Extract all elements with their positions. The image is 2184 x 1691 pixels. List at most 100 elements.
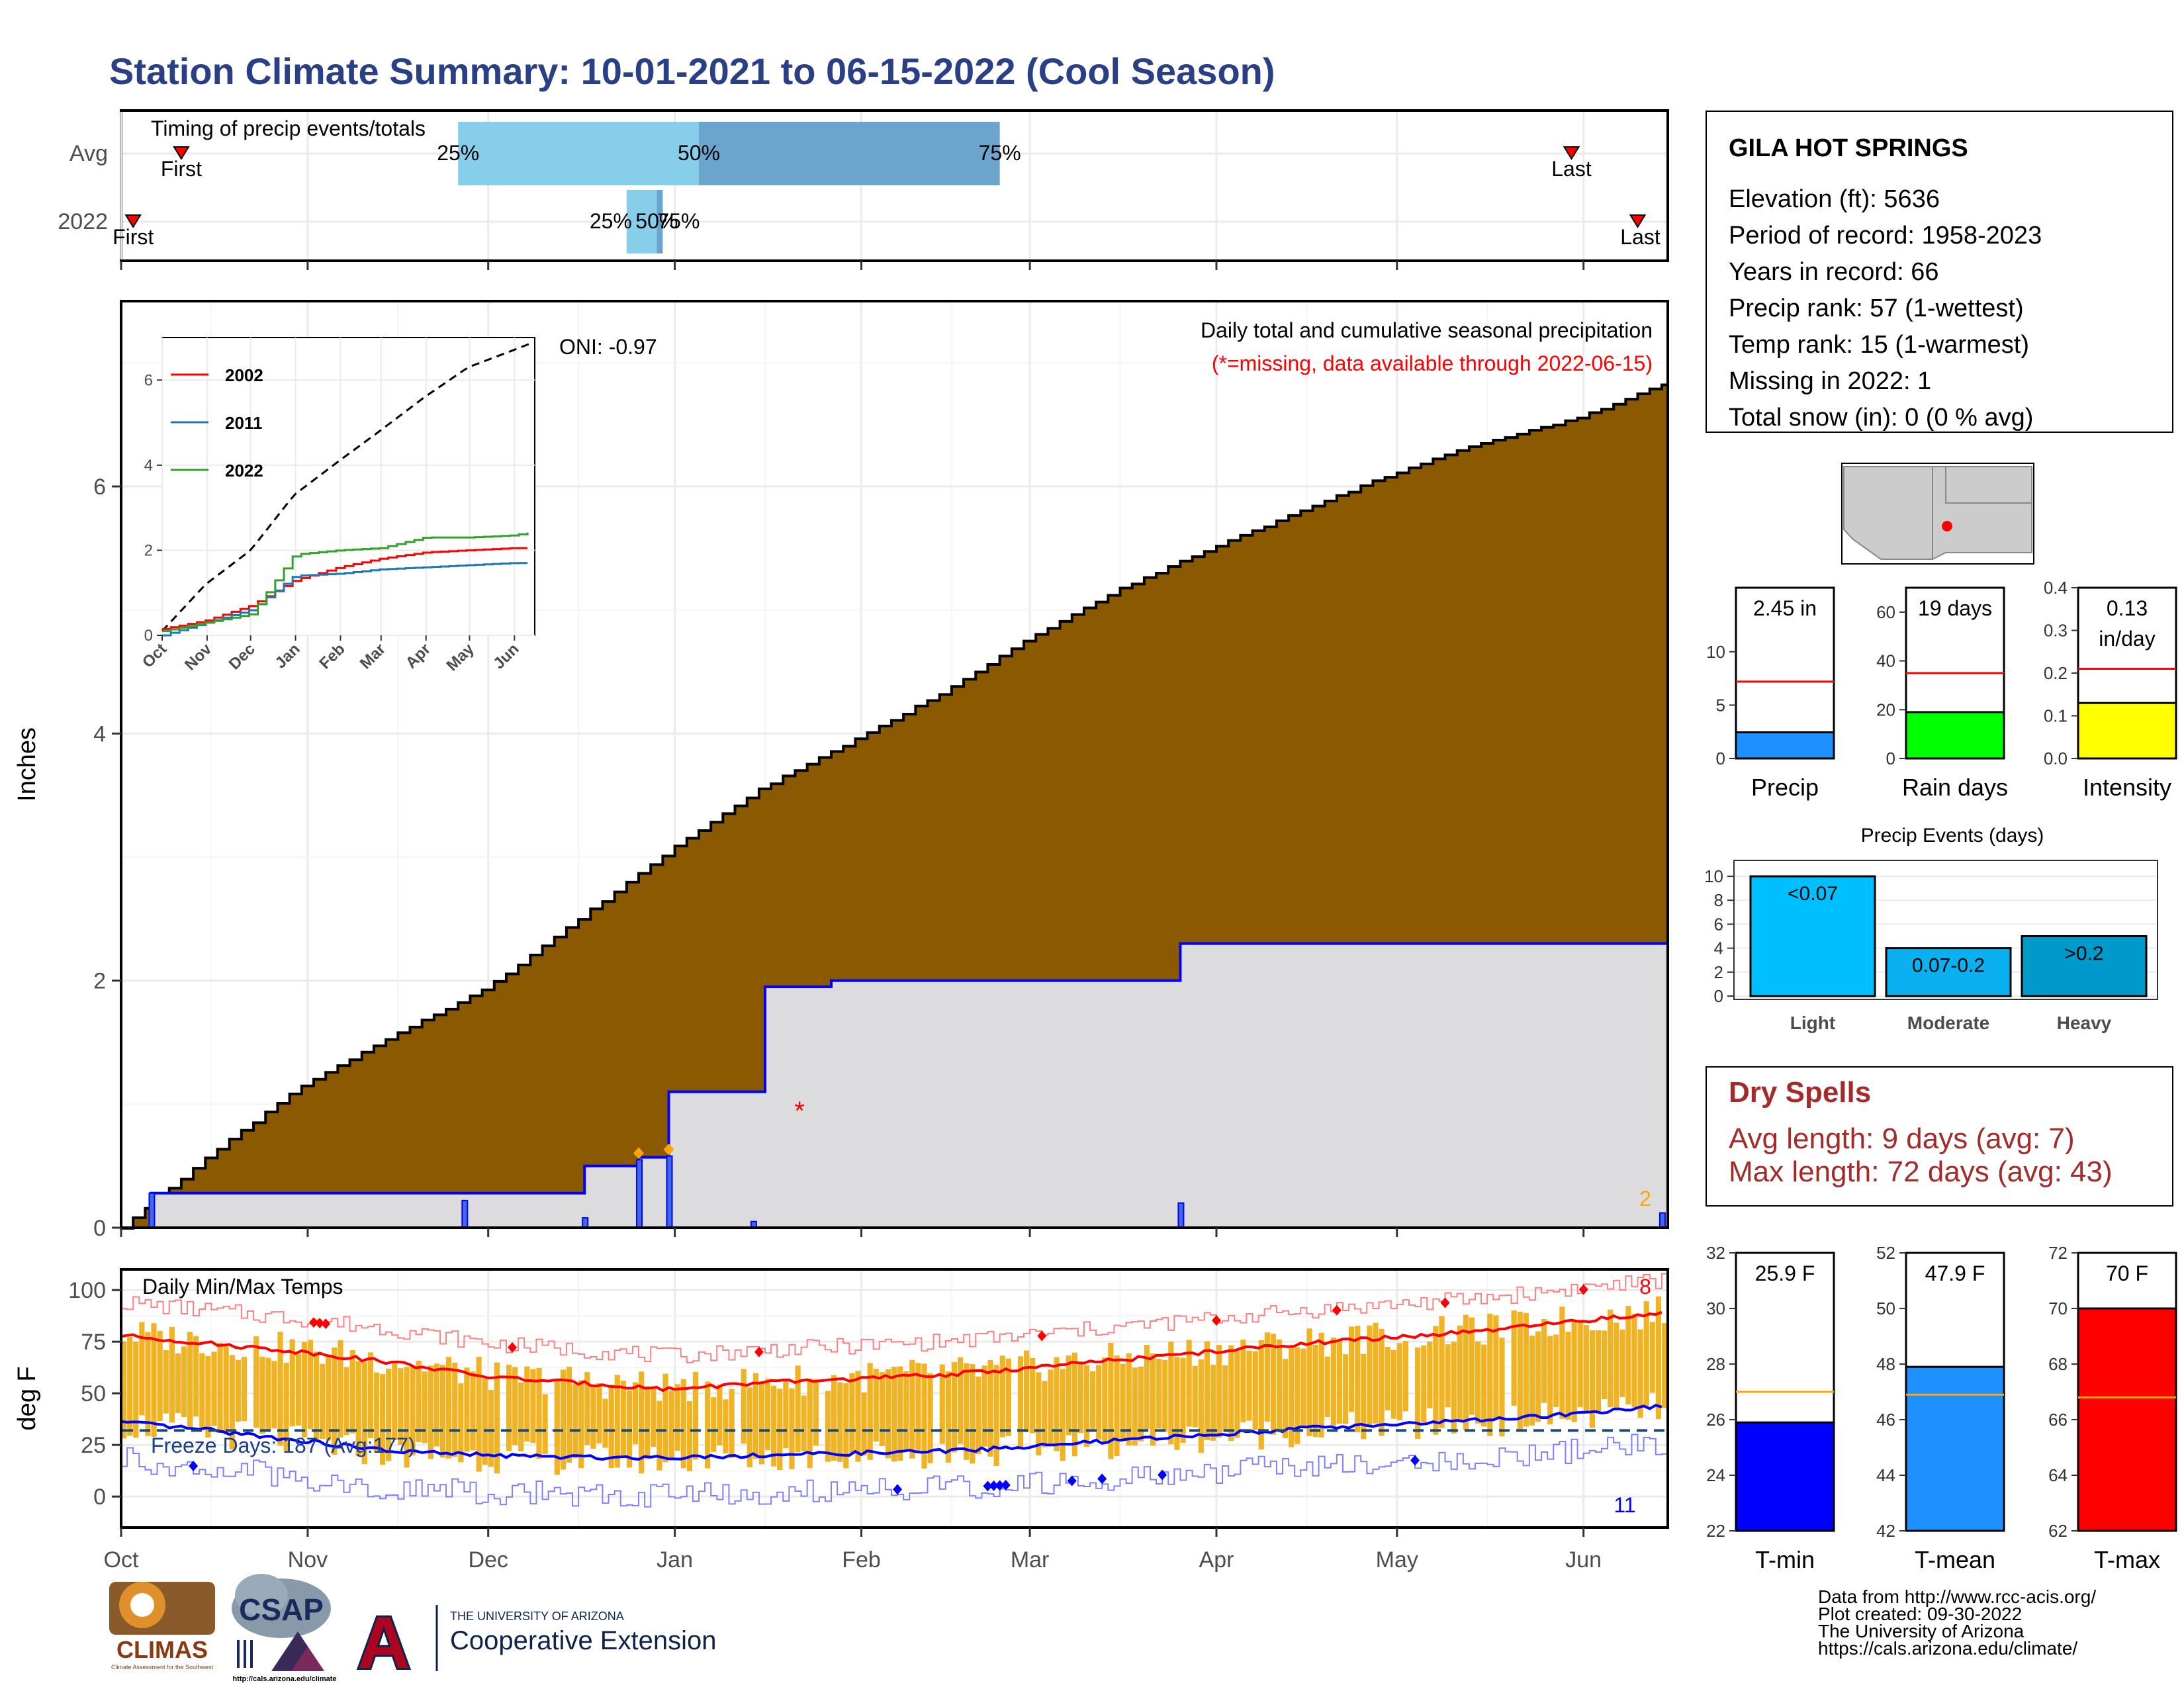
daily-temp-bar [1138, 1366, 1144, 1441]
events-title: Precip Events (days) [1861, 825, 2044, 846]
daily-temp-bar [1643, 1301, 1649, 1406]
temp-bar-t-mean-label: T-mean [1915, 1546, 1995, 1573]
record-high-marker [1211, 1315, 1221, 1326]
footer-created: Plot created: 09-30-2022 [1818, 1604, 2022, 1624]
svg-text:CSAP: CSAP [239, 1592, 324, 1627]
daily-temp-bar [584, 1372, 590, 1445]
daily-temp-bar [1186, 1340, 1192, 1427]
timing-row-label-avg: Avg [69, 141, 108, 166]
temp-bar-t-mean-tick: 42 [1876, 1521, 1895, 1541]
svg-text:CLIMAS: CLIMAS [116, 1636, 208, 1663]
daily-temp-bar [909, 1359, 915, 1459]
temp-bar-t-max-tick: 66 [2048, 1410, 2068, 1430]
daily-temp-bar [1324, 1356, 1330, 1418]
daily-temp-bar [193, 1336, 199, 1417]
month-label-nov: Nov [288, 1547, 328, 1573]
csap-logo: CSAP http://cals.arizona.edu/climate [232, 1574, 337, 1683]
daily-temp-bar [903, 1371, 909, 1452]
daily-temp-bar [1120, 1363, 1126, 1441]
daily-temp-bar [662, 1373, 668, 1463]
daily-temp-bar [1517, 1311, 1523, 1432]
svg-text:http://cals.arizona.edu/climat: http://cals.arizona.edu/climate [232, 1675, 336, 1683]
stat-bar-intensity-tick: 0.4 [2044, 578, 2068, 598]
daily-temp-bar [1614, 1322, 1619, 1408]
temp-bar-t-min-label: T-min [1755, 1546, 1815, 1573]
daily-temp-bar [795, 1365, 801, 1453]
daily-temp-bar [229, 1355, 235, 1449]
daily-temp-bar [741, 1369, 747, 1444]
daily-temp-bar [1481, 1344, 1487, 1427]
daily-precip-bar [148, 1192, 156, 1228]
events-bar-heavy [2021, 935, 2148, 997]
daily-temp-bar [645, 1386, 651, 1460]
daily-temp-bar [422, 1371, 428, 1443]
events-bar-moderate [1885, 947, 2012, 997]
record-low-marker [983, 1481, 993, 1492]
daily-temp-bar [626, 1391, 633, 1468]
stat-bar-rain-days-fill [1905, 711, 2005, 760]
daily-temp-bar [873, 1369, 879, 1442]
daily-temp-bar [1036, 1372, 1042, 1456]
daily-temp-bar [566, 1367, 572, 1463]
timing-last-label: Last [1620, 225, 1661, 249]
record-high-marker [1332, 1304, 1342, 1316]
daily-temp-bar [1096, 1365, 1102, 1440]
temp-ytick: 100 [68, 1278, 106, 1303]
daily-temp-bar [771, 1385, 777, 1467]
stat-bar-intensity-fill [2077, 702, 2177, 760]
station-box: GILA HOT SPRINGS Elevation (ft): 5636 Pe… [1706, 111, 2173, 433]
stat-bar-precip-tick: 10 [1706, 642, 1725, 662]
daily-temp-bar [488, 1390, 494, 1467]
daily-temp-bar [439, 1365, 446, 1458]
daily-temp-bar [879, 1372, 885, 1446]
daily-temp-bar [1475, 1341, 1481, 1424]
daily-precip-bar [1659, 1212, 1666, 1228]
precip-events-chart: Precip Events (days) 0 2 4 6 8 10 <0.07 Light 0.… [1704, 825, 2158, 1033]
daily-temp-bar [175, 1353, 181, 1414]
daily-temp-bar [1180, 1357, 1186, 1443]
timing-bar-50-75 [657, 190, 663, 253]
daily-temp-bar [127, 1337, 133, 1436]
stat-bar-rain-days-tick: 40 [1876, 651, 1895, 671]
daily-temp-bar [1649, 1322, 1655, 1393]
daily-temp-bar [476, 1357, 482, 1472]
events-bar-label: >0.2 [2064, 943, 2103, 965]
daily-temp-bar [1066, 1355, 1071, 1436]
daily-temp-bar [1005, 1358, 1011, 1436]
daily-temp-bar [1210, 1365, 1216, 1441]
daily-temp-bar [1559, 1306, 1565, 1419]
timing-first-label: First [113, 225, 154, 249]
precip-ylabel: Inches [13, 727, 41, 801]
daily-temp-bar [999, 1355, 1005, 1438]
record-high-marker [321, 1318, 331, 1330]
precip-ytick: 6 [93, 475, 106, 500]
temp-bar-t-min-value: 25.9 F [1755, 1261, 1815, 1285]
temp-panel-label: Daily Min/Max Temps [142, 1275, 343, 1299]
daily-temp-bar [1349, 1326, 1355, 1412]
daily-temp-bar [145, 1332, 151, 1436]
daily-temp-bar [416, 1360, 422, 1442]
record-high-marker [308, 1317, 318, 1328]
daily-temp-bar [1108, 1342, 1114, 1459]
daily-temp-bar [1595, 1330, 1602, 1414]
daily-temp-bar [163, 1350, 169, 1414]
timing-bar-25-50 [626, 190, 657, 253]
daily-temp-bar [1289, 1346, 1295, 1447]
daily-temp-bar [1601, 1330, 1608, 1400]
daily-temp-bar [801, 1395, 807, 1451]
record-low-marker [1067, 1475, 1077, 1486]
daily-temp-bar [1373, 1322, 1379, 1424]
daily-temp-bar [976, 1376, 981, 1455]
stat-bar-rain-days-tick: 20 [1876, 700, 1895, 719]
record-low-marker [1001, 1479, 1011, 1490]
record-high-marker [1440, 1297, 1450, 1308]
daily-temp-bar [1547, 1336, 1553, 1425]
daily-temp-bar [1493, 1315, 1499, 1419]
dry-spells-avg: Avg length: 9 days (avg: 7) [1729, 1122, 2075, 1155]
daily-temp-bar [1463, 1314, 1469, 1430]
daily-temp-bar [1216, 1345, 1222, 1438]
stat-bar-rain-days-value: 19 days [1918, 596, 1992, 620]
daily-temp-bar [1619, 1329, 1625, 1397]
temp-ytick: 50 [81, 1381, 106, 1406]
